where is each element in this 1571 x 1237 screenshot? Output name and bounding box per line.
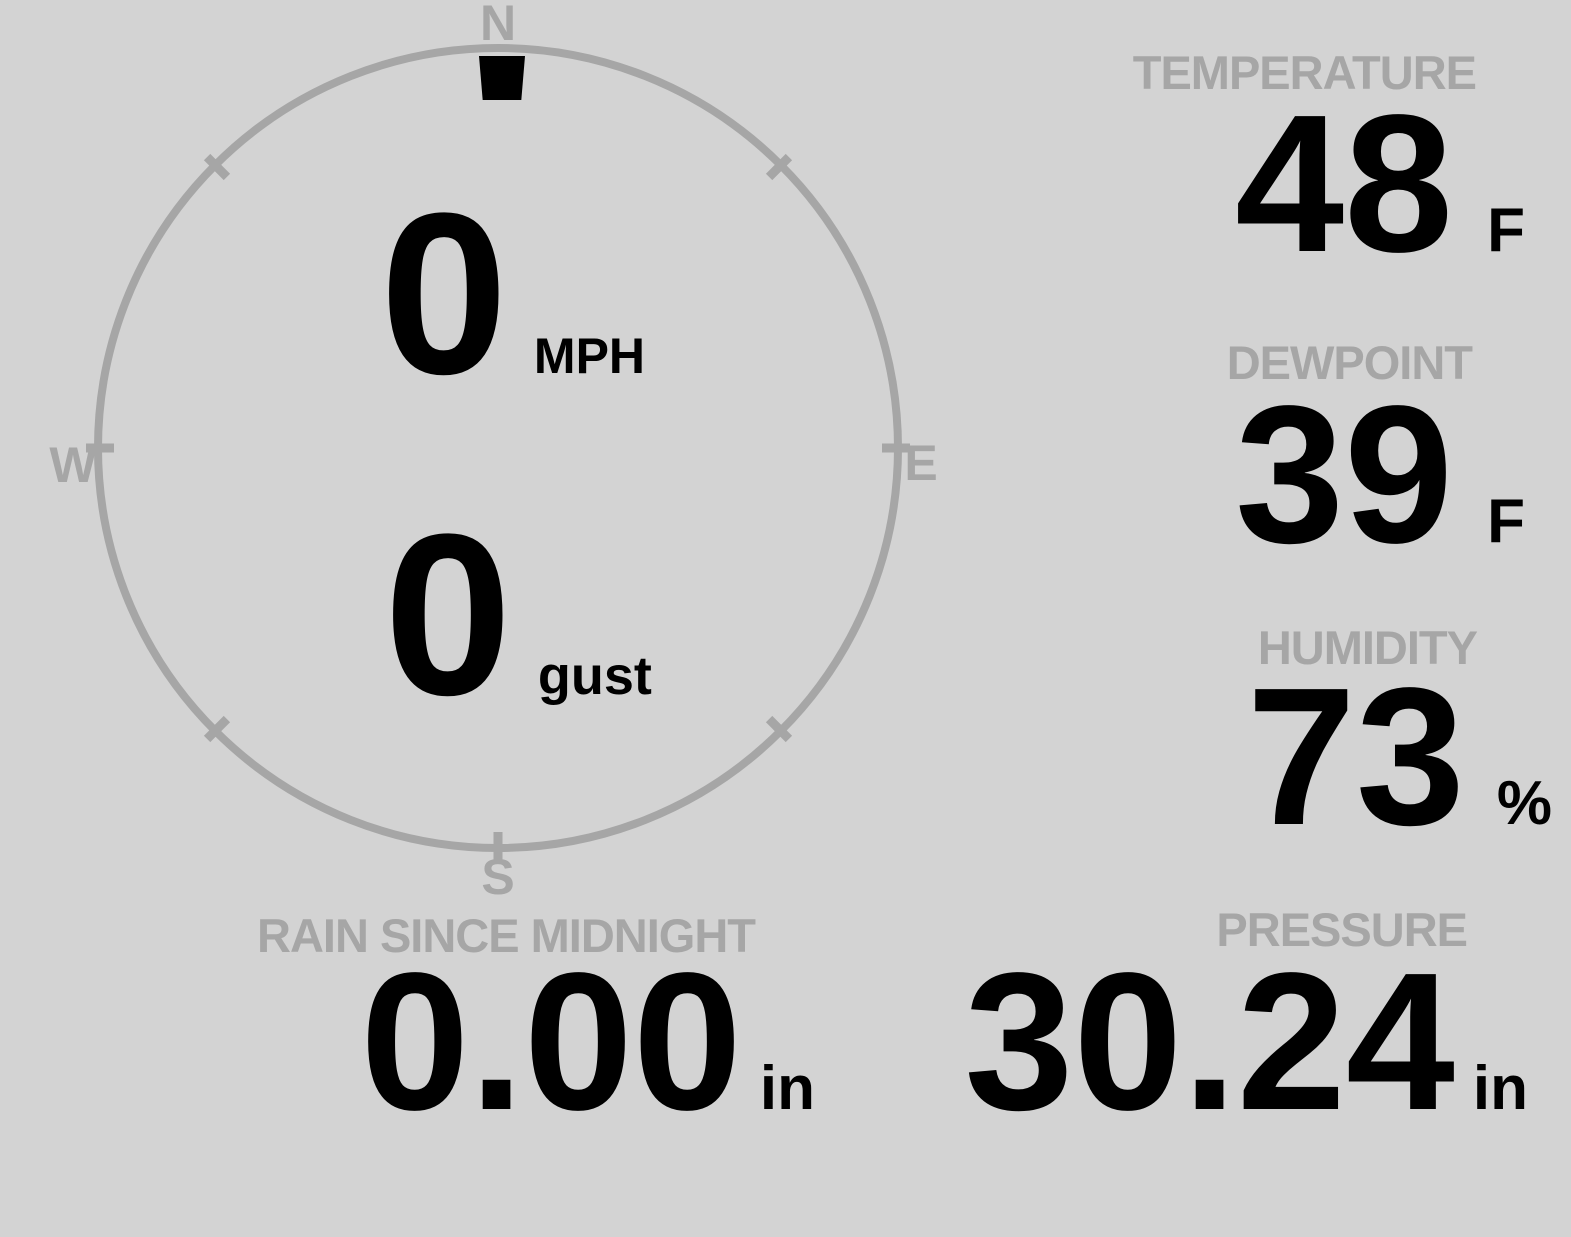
humidity-reading: 73 %	[1247, 659, 1552, 855]
dewpoint-unit: F	[1487, 487, 1525, 556]
pressure-unit: in	[1472, 1054, 1528, 1123]
compass-label-west: W	[49, 437, 97, 493]
dewpoint-reading: 39 F	[1235, 377, 1525, 573]
rain-unit: in	[759, 1054, 815, 1123]
pressure-label: PRESSURE	[1216, 903, 1468, 956]
wind-speed-value: 0	[380, 165, 508, 422]
compass-label-east: E	[904, 435, 938, 491]
temperature-reading: 48 F	[1235, 86, 1525, 282]
compass-tick-south	[493, 832, 503, 860]
rain-value: 0.00	[360, 932, 742, 1151]
humidity-unit: %	[1496, 769, 1552, 838]
rain-reading: 0.00 in	[360, 944, 815, 1140]
wind-gust-value: 0	[384, 486, 512, 743]
wind-speed-reading: 0 MPH	[380, 179, 645, 409]
humidity-label: HUMIDITY	[1257, 621, 1478, 674]
wind-gust-unit: gust	[537, 646, 652, 706]
temperature-label: TEMPERATURE	[1132, 46, 1477, 99]
pressure-value: 30.24	[964, 932, 1455, 1151]
temperature-value: 48	[1235, 74, 1454, 293]
wind-speed-unit: MPH	[533, 328, 646, 384]
compass-label-north: N	[479, 0, 517, 51]
temperature-unit: F	[1487, 196, 1525, 265]
compass-label-south: S	[481, 849, 515, 905]
dewpoint-value: 39	[1235, 365, 1454, 584]
rain-label: RAIN SINCE MIDNIGHT	[257, 909, 756, 962]
wind-direction-pointer-icon	[479, 56, 525, 100]
wind-gust-reading: 0 gust	[384, 500, 652, 730]
pressure-reading: 30.24 in	[964, 944, 1528, 1140]
dewpoint-label: DEWPOINT	[1226, 336, 1473, 389]
humidity-value: 73	[1246, 647, 1465, 866]
